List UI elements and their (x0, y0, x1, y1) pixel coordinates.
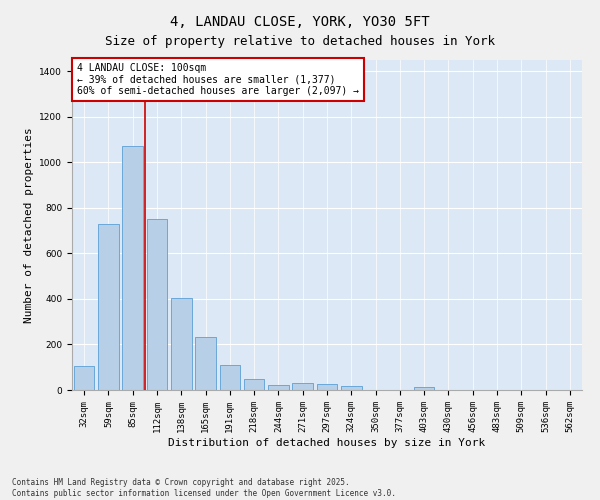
Bar (414, 388, 434, 390)
Text: 4 LANDAU CLOSE: 100sqm
← 39% of detached houses are smaller (1,377)
60% of semi-: 4 LANDAU CLOSE: 100sqm ← 39% of detached… (77, 64, 359, 96)
Bar (292, 383, 313, 390)
Text: Size of property relative to detached houses in York: Size of property relative to detached ho… (105, 35, 495, 48)
Bar (244, 378, 265, 390)
Bar (317, 384, 337, 390)
Bar (195, 336, 216, 390)
Bar (74, 366, 94, 390)
Bar (146, 220, 167, 390)
Bar (220, 365, 240, 390)
Text: 4, LANDAU CLOSE, YORK, YO30 5FT: 4, LANDAU CLOSE, YORK, YO30 5FT (170, 15, 430, 29)
Bar (341, 386, 362, 390)
Text: Contains HM Land Registry data © Crown copyright and database right 2025.
Contai: Contains HM Land Registry data © Crown c… (12, 478, 396, 498)
Bar (171, 298, 191, 390)
Bar (268, 386, 289, 390)
X-axis label: Distribution of detached houses by size in York: Distribution of detached houses by size … (169, 438, 485, 448)
Bar (122, 146, 143, 390)
Bar (98, 224, 119, 390)
Y-axis label: Number of detached properties: Number of detached properties (24, 127, 34, 323)
